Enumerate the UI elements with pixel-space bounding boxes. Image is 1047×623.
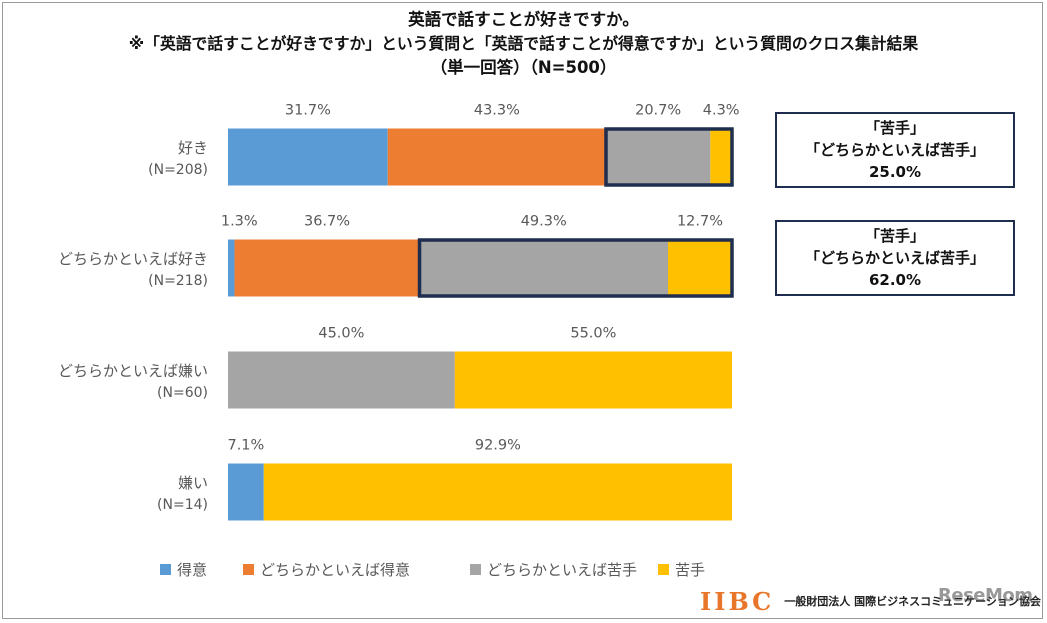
data-label: 7.1% [227, 438, 264, 454]
data-label: 20.7% [635, 103, 681, 119]
bar-segment [263, 463, 732, 521]
callout-line-1: 「苦手」 [864, 227, 925, 245]
legend-label: どちらかといえば得意 [260, 561, 410, 579]
legend-swatch [470, 564, 481, 575]
legend-swatch [243, 564, 254, 575]
callout-line-1: 「苦手」 [864, 119, 925, 137]
category-label: どちらかといえば嫌い [58, 362, 208, 380]
bar-segment [228, 239, 235, 297]
callout-line-2: 「どちらかといえば苦手」 [804, 141, 985, 159]
bars-layer [228, 127, 734, 521]
title-line-2: ※「英語で話すことが好きですか」という質問と「英語で話すことが得意ですか」という… [128, 34, 919, 53]
bar-segment [419, 239, 668, 297]
bar-segment [228, 128, 388, 186]
category-label: 好き [178, 139, 208, 157]
data-label: 1.3% [221, 214, 258, 230]
bar-segment [387, 128, 606, 186]
bar-segment [667, 239, 732, 297]
highlight-box [417, 238, 734, 298]
organization-name: 一般財団法人 国際ビジネスコミュニケーション協会 [784, 595, 1041, 608]
legend-label: 得意 [177, 561, 207, 579]
legend-label: どちらかといえば苦手 [487, 561, 637, 579]
resemom-watermark: ReseMom [938, 585, 1033, 606]
category-n-label: (N=14) [157, 497, 208, 513]
category-n-label: (N=208) [148, 162, 208, 178]
bar-segment [228, 463, 264, 521]
legend-label: 苦手 [675, 561, 705, 579]
data-label: 49.3% [521, 214, 567, 230]
legend-swatch [658, 564, 669, 575]
data-label: 45.0% [318, 326, 364, 342]
highlight-box [604, 127, 734, 187]
bar-segment [454, 351, 732, 409]
category-n-label: (N=60) [157, 385, 208, 401]
chart-title: 英語で話すことが好きですか。 ※「英語で話すことが好きですか」という質問と「英語… [0, 8, 1047, 80]
bar-segment [710, 128, 732, 186]
callout-value: 62.0% [868, 271, 922, 289]
data-label: 36.7% [304, 214, 350, 230]
data-label: 43.3% [474, 103, 520, 119]
data-label: 4.3% [703, 103, 740, 119]
bar-segment [228, 351, 455, 409]
legend-swatch [160, 564, 171, 575]
category-label: どちらかといえば好き [58, 250, 208, 268]
callout-value: 25.0% [868, 163, 922, 181]
iibc-logo-mark: IIBC [700, 586, 775, 616]
callout-like: 「苦手」 「どちらかといえば苦手」 25.0% [775, 112, 1015, 188]
category-n-label: (N=218) [148, 273, 208, 289]
category-label: 嫌い [178, 474, 208, 492]
labels-layer: 好き (N=208) 31.7% 43.3% 20.7% 4.3% どちらかといえば好き (N… [58, 103, 740, 514]
bar-segment [234, 239, 420, 297]
callout-line-2: 「どちらかといえば苦手」 [804, 249, 985, 267]
data-label: 31.7% [285, 103, 331, 119]
iibc-logo: IIBC 一般財団法人 国際ビジネスコミュニケーション協会 [700, 586, 1041, 616]
title-line-3: （単一回答）（N=500） [430, 58, 617, 77]
callout-somewhat-like: 「苦手」 「どちらかといえば苦手」 62.0% [775, 220, 1015, 296]
title-line-1: 英語で話すことが好きですか。 [408, 10, 639, 29]
data-label: 55.0% [570, 326, 616, 342]
data-label: 92.9% [475, 438, 521, 454]
bar-segment [606, 128, 711, 186]
legend: 得意 どちらかといえば得意 どちらかといえば苦手 苦手 [160, 561, 705, 579]
data-label: 12.7% [677, 214, 723, 230]
